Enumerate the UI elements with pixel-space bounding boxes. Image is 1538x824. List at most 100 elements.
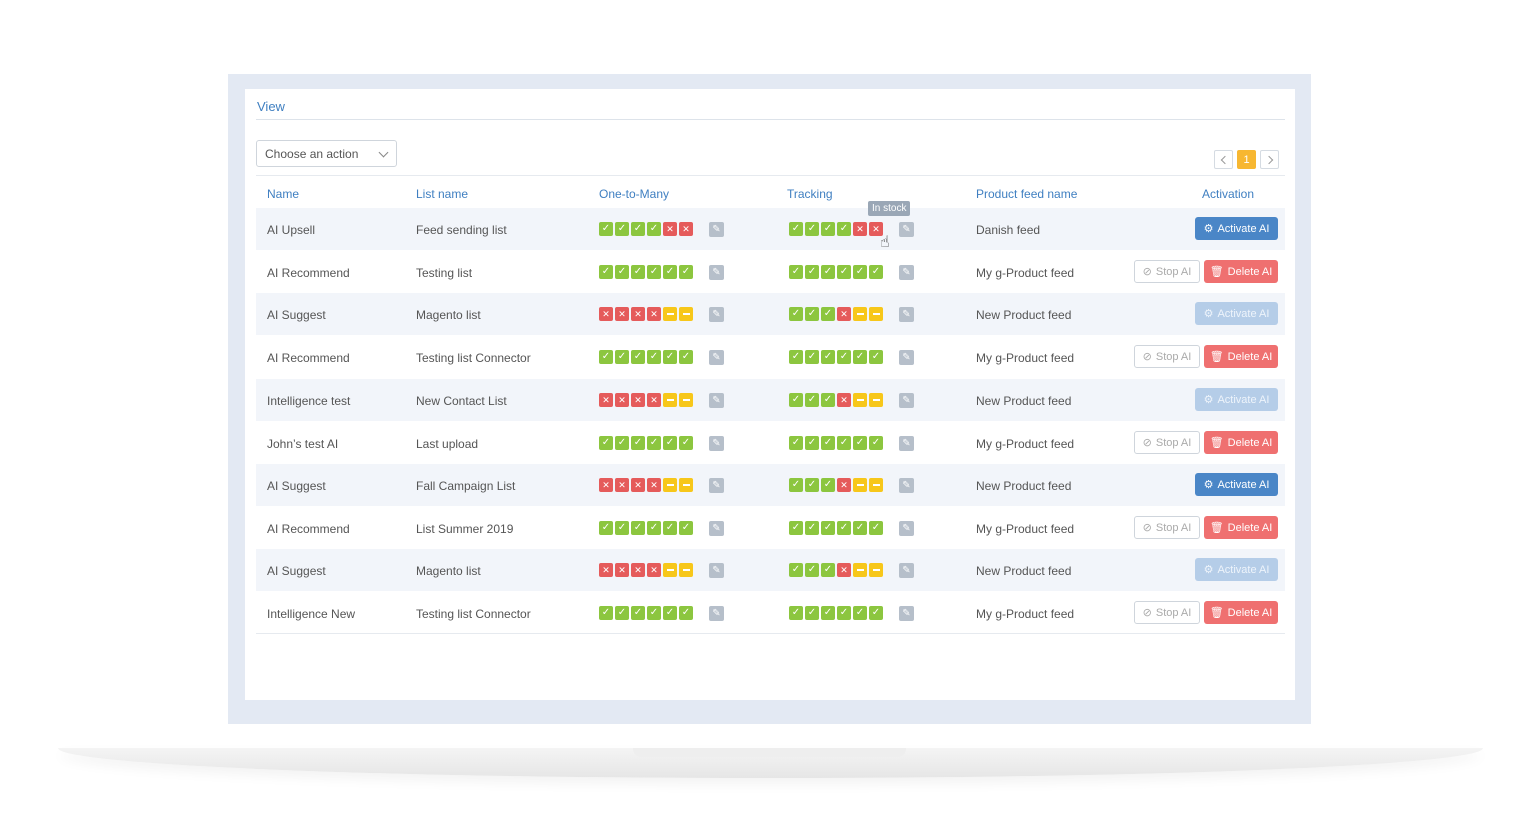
check-icon bbox=[805, 436, 819, 450]
check-icon bbox=[853, 350, 867, 364]
table-row[interactable]: AI Suggest Magento list ✎ ✎ New Product feed… bbox=[256, 549, 1285, 591]
delete-ai-button[interactable]: 🗑 Delete AI bbox=[1204, 601, 1278, 624]
table-row[interactable]: Intelligence test New Contact List ✎ ✎ New P… bbox=[256, 379, 1285, 421]
pencil-icon[interactable]: ✎ bbox=[899, 265, 914, 280]
check-icon bbox=[615, 521, 629, 535]
stop-ai-label: Stop AI bbox=[1155, 606, 1192, 619]
delete-ai-button[interactable]: 🗑 Delete AI bbox=[1204, 260, 1278, 283]
next-page-button[interactable] bbox=[1260, 150, 1279, 169]
table-row[interactable]: John’s test AI Last upload ✎ ✎ My g-Product … bbox=[256, 422, 1285, 464]
check-icon bbox=[789, 393, 803, 407]
stop-ai-button[interactable]: ⊘ Stop AI bbox=[1134, 431, 1200, 454]
status-tooltip: In stock bbox=[868, 201, 911, 216]
check-icon bbox=[869, 265, 883, 279]
table-row[interactable]: AI Suggest Fall Campaign List ✎ ✎ New Produc… bbox=[256, 464, 1285, 506]
cross-icon bbox=[679, 222, 693, 236]
delete-ai-button[interactable]: 🗑 Delete AI bbox=[1204, 431, 1278, 454]
row-feed-name: New Product feed bbox=[976, 308, 1072, 322]
row-list-name: Testing list Connector bbox=[416, 607, 531, 621]
pencil-icon[interactable]: ✎ bbox=[709, 436, 724, 451]
activate-ai-button[interactable]: ⚙ Activate AI bbox=[1195, 558, 1278, 581]
column-header-feed[interactable]: Product feed name bbox=[976, 187, 1078, 201]
table-row[interactable]: AI Recommend List Summer 2019 ✎ ✎ My g-Produ… bbox=[256, 507, 1285, 549]
stop-ai-button[interactable]: ⊘ Stop AI bbox=[1134, 345, 1200, 368]
cross-icon bbox=[837, 478, 851, 492]
table-row[interactable]: AI Suggest Magento list ✎ ✎ New Product feed… bbox=[256, 293, 1285, 335]
tracking-status bbox=[789, 436, 883, 450]
delete-ai-button[interactable]: 🗑 Delete AI bbox=[1204, 345, 1278, 368]
check-icon bbox=[805, 521, 819, 535]
row-name: AI Recommend bbox=[267, 266, 350, 280]
pencil-icon[interactable]: ✎ bbox=[899, 307, 914, 322]
dash-icon bbox=[679, 393, 693, 407]
pencil-icon[interactable]: ✎ bbox=[899, 436, 914, 451]
column-header-tracking[interactable]: Tracking bbox=[787, 187, 833, 201]
pencil-icon[interactable]: ✎ bbox=[899, 478, 914, 493]
pencil-icon[interactable]: ✎ bbox=[709, 563, 724, 578]
pencil-icon[interactable]: ✎ bbox=[709, 521, 724, 536]
cross-icon bbox=[615, 307, 629, 321]
check-icon bbox=[631, 222, 645, 236]
cross-icon bbox=[615, 478, 629, 492]
action-select[interactable]: Choose an action bbox=[256, 140, 397, 167]
check-icon bbox=[789, 436, 803, 450]
cross-icon bbox=[631, 563, 645, 577]
dash-icon bbox=[869, 307, 883, 321]
pencil-icon[interactable]: ✎ bbox=[899, 521, 914, 536]
header-divider bbox=[256, 175, 1285, 176]
title-divider bbox=[256, 119, 1285, 120]
check-icon bbox=[805, 563, 819, 577]
table-row[interactable]: AI Recommend Testing list ✎ ✎ My g-Product f… bbox=[256, 251, 1285, 293]
check-icon bbox=[631, 436, 645, 450]
check-icon bbox=[837, 265, 851, 279]
check-icon bbox=[853, 606, 867, 620]
pencil-icon[interactable]: ✎ bbox=[709, 478, 724, 493]
check-icon bbox=[647, 222, 661, 236]
pencil-icon[interactable]: ✎ bbox=[709, 606, 724, 621]
activate-ai-button[interactable]: ⚙ Activate AI bbox=[1195, 473, 1278, 496]
check-icon bbox=[615, 350, 629, 364]
column-header-name[interactable]: Name bbox=[267, 187, 300, 201]
pencil-icon[interactable]: ✎ bbox=[899, 350, 914, 365]
check-icon bbox=[631, 606, 645, 620]
pencil-icon[interactable]: ✎ bbox=[709, 350, 724, 365]
pencil-icon[interactable]: ✎ bbox=[899, 563, 914, 578]
check-icon bbox=[663, 350, 677, 364]
delete-ai-button[interactable]: 🗑 Delete AI bbox=[1204, 516, 1278, 539]
pencil-icon[interactable]: ✎ bbox=[899, 393, 914, 408]
row-name: AI Upsell bbox=[267, 223, 316, 237]
row-list-name: New Contact List bbox=[416, 394, 507, 408]
activate-ai-label: Activate AI bbox=[1217, 222, 1270, 235]
check-icon bbox=[789, 521, 803, 535]
table-row[interactable]: AI Recommend Testing list Connector ✎ ✎ My g… bbox=[256, 336, 1285, 378]
dash-icon bbox=[663, 307, 677, 321]
activate-ai-button[interactable]: ⚙ Activate AI bbox=[1195, 217, 1278, 240]
dash-icon bbox=[679, 478, 693, 492]
table-row[interactable]: Intelligence New Testing list Connector ✎ ✎… bbox=[256, 592, 1285, 634]
prev-page-button[interactable] bbox=[1214, 150, 1233, 169]
pencil-icon[interactable]: ✎ bbox=[709, 222, 724, 237]
pencil-icon[interactable]: ✎ bbox=[709, 307, 724, 322]
hand-cursor-icon: ☝ bbox=[880, 234, 890, 251]
column-header-one-to-many[interactable]: One-to-Many bbox=[599, 187, 670, 201]
check-icon bbox=[615, 222, 629, 236]
dash-icon bbox=[853, 307, 867, 321]
pencil-icon[interactable]: ✎ bbox=[709, 393, 724, 408]
one-to-many-status bbox=[599, 606, 693, 620]
stop-ai-button[interactable]: ⊘ Stop AI bbox=[1134, 516, 1200, 539]
stop-ai-button[interactable]: ⊘ Stop AI bbox=[1134, 601, 1200, 624]
stop-ai-button[interactable]: ⊘ Stop AI bbox=[1134, 260, 1200, 283]
table-row[interactable]: AI Upsell Feed sending list ✎ ✎ Danish feed ⚙… bbox=[256, 208, 1285, 250]
pencil-icon[interactable]: ✎ bbox=[899, 606, 914, 621]
check-icon bbox=[615, 436, 629, 450]
column-header-list-name[interactable]: List name bbox=[416, 187, 469, 201]
check-icon bbox=[805, 393, 819, 407]
page-button-current[interactable]: 1 bbox=[1237, 150, 1256, 169]
pencil-icon[interactable]: ✎ bbox=[899, 222, 914, 237]
check-icon bbox=[869, 350, 883, 364]
activate-ai-button[interactable]: ⚙ Activate AI bbox=[1195, 388, 1278, 411]
column-header-activation[interactable]: Activation bbox=[1202, 187, 1255, 201]
activate-ai-button[interactable]: ⚙ Activate AI bbox=[1195, 302, 1278, 325]
cross-icon bbox=[631, 393, 645, 407]
pencil-icon[interactable]: ✎ bbox=[709, 265, 724, 280]
